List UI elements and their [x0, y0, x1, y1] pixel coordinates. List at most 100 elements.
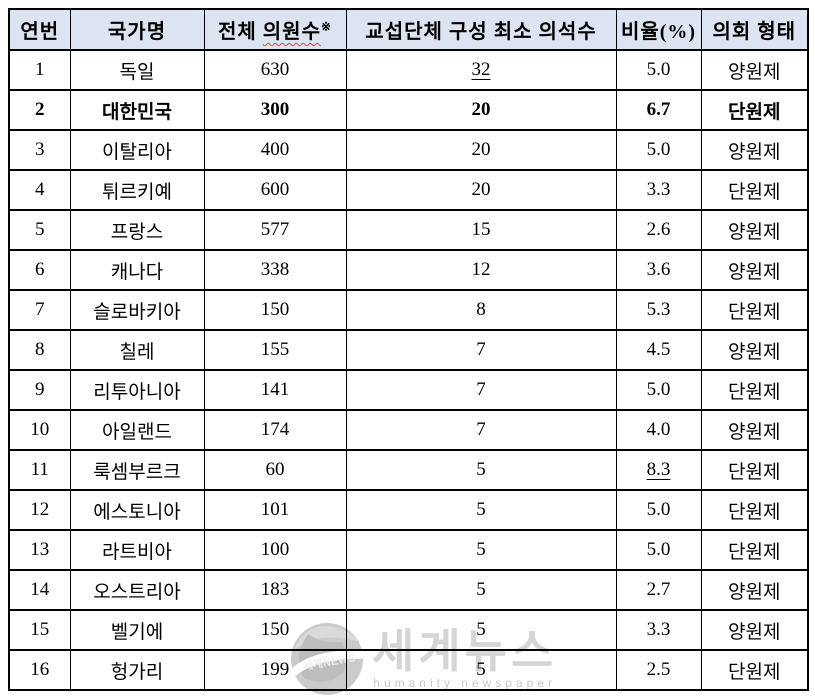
- cell-row-number-value: 3: [35, 139, 45, 160]
- cell-min-seats: 7: [345, 329, 617, 371]
- cell-parliament-type-value: 단원제: [728, 541, 781, 563]
- cell-parliament-type: 단원제: [700, 489, 809, 531]
- column-header-min-seats: 교섭단체 구성 최소 의석수: [345, 8, 617, 51]
- cell-row-number-value: 10: [30, 419, 50, 440]
- cell-country-name: 튀르키예: [69, 169, 205, 211]
- cell-total-members-value: 183: [260, 579, 290, 600]
- cell-parliament-type-value: 단원제: [728, 501, 781, 523]
- cell-country-name: 라트비아: [69, 529, 205, 571]
- column-header-parliament-type: 의회 형태: [700, 8, 809, 51]
- cell-min-seats-value: 20: [471, 99, 491, 120]
- cell-total-members: 100: [203, 529, 347, 571]
- header-row: 연번 국가명 전체 의원수※ 교섭단체 구성 최소 의석수 비율(%) 의회 형…: [8, 8, 809, 51]
- cell-country-name: 오스트리아: [69, 569, 205, 611]
- cell-row-number-value: 9: [35, 379, 45, 400]
- cell-total-members: 338: [203, 249, 347, 291]
- table-row: 2 대한민국 300 20 6.7 단원제: [8, 89, 809, 131]
- table-row: 8 칠레 155 7 4.5 양원제: [8, 329, 809, 371]
- cell-ratio: 2.6: [615, 209, 702, 251]
- cell-country-name-value: 리투아니아: [93, 381, 181, 403]
- cell-row-number: 2: [8, 89, 71, 131]
- cell-parliament-type: 단원제: [700, 369, 809, 411]
- cell-total-members: 400: [203, 129, 347, 171]
- cell-parliament-type: 양원제: [700, 209, 809, 251]
- cell-parliament-type: 양원제: [700, 409, 809, 451]
- cell-ratio-value: 3.3: [646, 619, 671, 640]
- table-row: 11 룩셈부르크 60 5 8.3 단원제: [8, 449, 809, 491]
- cell-ratio: 4.0: [615, 409, 702, 451]
- cell-min-seats-value: 7: [476, 419, 486, 440]
- cell-min-seats: 5: [345, 609, 617, 651]
- cell-total-members: 300: [203, 89, 347, 131]
- cell-total-members: 630: [203, 49, 347, 91]
- cell-min-seats: 8: [345, 289, 617, 331]
- cell-min-seats-value: 5: [476, 459, 486, 480]
- cell-parliament-type: 단원제: [700, 649, 809, 691]
- cell-country-name: 프랑스: [69, 209, 205, 251]
- cell-total-members-value: 101: [260, 499, 290, 520]
- cell-country-name: 캐나다: [69, 249, 205, 291]
- cell-min-seats-value: 20: [471, 179, 491, 200]
- cell-parliament-type-value: 양원제: [728, 61, 781, 83]
- cell-min-seats: 5: [345, 569, 617, 611]
- cell-parliament-type: 양원제: [700, 329, 809, 371]
- cell-min-seats: 12: [345, 249, 617, 291]
- column-header-total-members: 전체 의원수※: [203, 8, 347, 51]
- cell-country-name-value: 벨기에: [110, 621, 164, 643]
- cell-total-members: 150: [203, 609, 347, 651]
- cell-total-members-value: 150: [260, 299, 290, 320]
- cell-total-members-value: 600: [260, 179, 290, 200]
- column-header-no: 연번: [8, 8, 71, 51]
- cell-min-seats-value: 5: [476, 499, 486, 520]
- cell-min-seats: 15: [345, 209, 617, 251]
- cell-min-seats: 5: [345, 489, 617, 531]
- cell-min-seats: 32: [345, 49, 617, 91]
- cell-min-seats: 5: [345, 649, 617, 691]
- cell-row-number: 5: [8, 209, 71, 251]
- cell-country-name: 아일랜드: [69, 409, 205, 451]
- cell-total-members: 60: [203, 449, 347, 491]
- table-row: 5 프랑스 577 15 2.6 양원제: [8, 209, 809, 251]
- cell-ratio-value: 2.5: [646, 659, 671, 680]
- cell-total-members-value: 155: [260, 339, 290, 360]
- cell-parliament-type-value: 단원제: [728, 461, 781, 483]
- cell-total-members-value: 630: [260, 59, 290, 80]
- cell-row-number-value: 5: [35, 219, 45, 240]
- cell-row-number-value: 11: [30, 459, 49, 480]
- cell-min-seats: 5: [345, 449, 617, 491]
- cell-ratio-value: 8.3: [646, 459, 671, 480]
- cell-parliament-type-value: 단원제: [728, 301, 781, 323]
- cell-row-number: 8: [8, 329, 71, 371]
- cell-ratio-value: 5.0: [646, 539, 671, 560]
- cell-parliament-type-value: 양원제: [728, 261, 781, 283]
- cell-row-number-value: 12: [30, 499, 50, 520]
- table-row: 1 독일 630 32 5.0 양원제: [8, 49, 809, 91]
- cell-ratio: 3.3: [615, 169, 702, 211]
- cell-total-members: 141: [203, 369, 347, 411]
- cell-row-number-value: 6: [35, 259, 45, 280]
- cell-country-name: 이탈리아: [69, 129, 205, 171]
- table-row: 4 튀르키예 600 20 3.3 단원제: [8, 169, 809, 211]
- cell-country-name: 슬로바키아: [69, 289, 205, 331]
- cell-total-members-value: 60: [265, 459, 285, 480]
- cell-row-number: 15: [8, 609, 71, 651]
- cell-row-number: 14: [8, 569, 71, 611]
- table-body: 1 독일 630 32 5.0 양원제 2 대한민국 300 20 6.7 단원제 3 이탈리아 400 20…: [8, 49, 809, 691]
- column-header-label-spellchecked: 의원수: [262, 21, 321, 43]
- cell-row-number: 3: [8, 129, 71, 171]
- cell-min-seats-value: 5: [476, 659, 486, 680]
- cell-country-name-value: 이탈리아: [102, 141, 172, 163]
- cell-ratio: 5.0: [615, 49, 702, 91]
- cell-country-name: 헝가리: [69, 649, 205, 691]
- cell-min-seats-value: 15: [471, 219, 491, 240]
- cell-parliament-type-value: 양원제: [728, 141, 781, 163]
- cell-total-members: 577: [203, 209, 347, 251]
- cell-row-number-value: 14: [30, 579, 50, 600]
- cell-country-name-value: 독일: [119, 61, 155, 83]
- cell-total-members: 183: [203, 569, 347, 611]
- cell-ratio-value: 5.0: [646, 59, 671, 80]
- cell-ratio-value: 5.0: [646, 499, 671, 520]
- cell-country-name-value: 아일랜드: [102, 421, 172, 443]
- cell-ratio-value: 5.0: [646, 379, 671, 400]
- cell-ratio-value: 3.6: [646, 259, 671, 280]
